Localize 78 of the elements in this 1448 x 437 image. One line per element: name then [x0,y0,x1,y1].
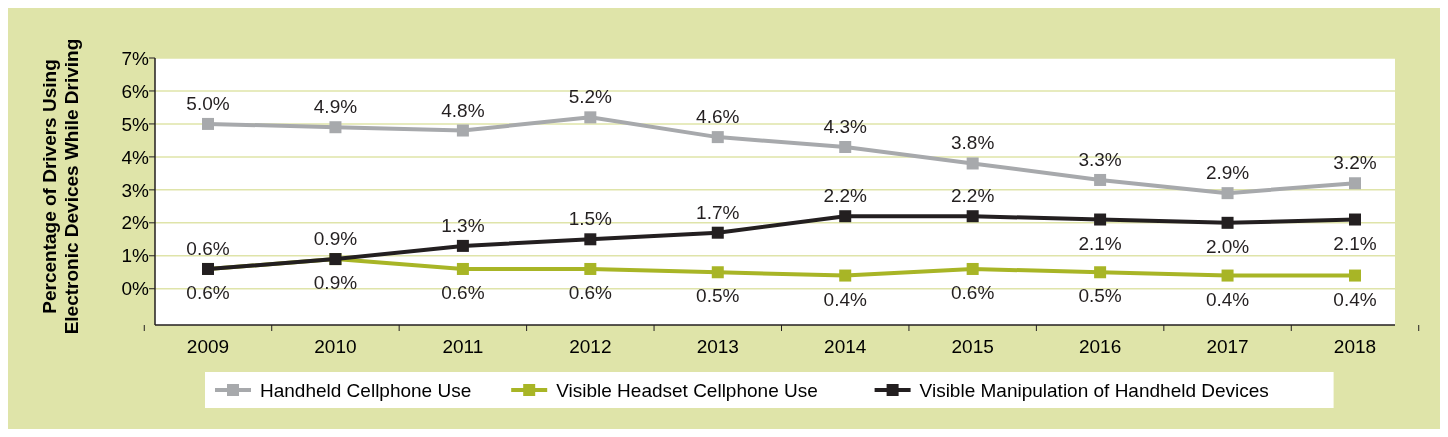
y-tick-label: 1% [121,245,150,267]
x-tick-label: 2016 [1078,336,1122,357]
data-label: 3.2% [1333,152,1377,174]
data-label: 1.7% [696,201,740,223]
point [711,131,724,144]
point [1349,177,1361,190]
data-label: 0.6% [186,281,230,303]
legend-label: Visible Headset Cellphone Use [556,379,818,401]
x-tick-label: 2012 [569,336,612,357]
data-label: 0.5% [696,285,740,307]
data-label: 0.4% [823,288,867,310]
data-label: 0.6% [568,281,613,303]
data-label: 0.6% [441,281,485,303]
point [1094,266,1107,279]
data-label: 0.9% [313,272,358,294]
data-label: 2.1% [1078,232,1122,254]
data-label: 2.2% [823,185,867,207]
point [456,262,469,275]
data-label: 4.6% [696,106,740,128]
point [456,239,469,252]
y-tick-label: 4% [121,146,150,168]
point [711,226,724,239]
data-label: 4.8% [441,99,485,121]
data-label: 3.3% [1078,148,1122,170]
x-tick-label: 2013 [696,336,739,357]
x-tick-label: 2014 [824,336,867,357]
x-tick-label: 2017 [1206,336,1249,357]
point [1094,173,1107,186]
x-tick-label: 2009 [186,336,230,357]
x-tick-label: 2015 [951,336,994,357]
data-label: 0.5% [1078,285,1122,307]
data-label: 2.9% [1205,162,1250,184]
point [966,210,979,223]
point [584,111,597,124]
y-tick-label: 0% [121,278,150,300]
point [584,262,597,275]
point [839,210,852,223]
point [966,262,979,275]
point [966,157,979,170]
point [839,269,852,282]
point [202,117,214,130]
data-label: 5.2% [568,86,613,108]
data-label: 1.3% [441,214,485,236]
data-label: 3.8% [951,132,995,154]
point [584,233,597,246]
data-label: 2.1% [1333,232,1377,254]
x-tick-label: 2010 [314,336,357,357]
point [1349,269,1361,282]
point [456,124,469,137]
point [839,141,852,153]
data-label: 0.6% [186,237,230,259]
point [1349,213,1361,226]
data-label: 2.2% [951,185,995,207]
data-label: 2.0% [1205,235,1250,257]
point [711,266,724,279]
data-label: 4.3% [823,116,867,137]
data-label: 1.5% [568,208,613,230]
x-tick-label: 2018 [1333,336,1377,357]
data-label: 0.4% [1333,288,1377,310]
data-label: 4.9% [313,96,358,118]
data-label: 0.6% [951,281,995,303]
y-tick-label: 3% [121,179,150,201]
y-tick-label: 7% [121,47,150,69]
legend-label: Handheld Cellphone Use [260,379,472,401]
point [329,121,342,134]
point [1221,187,1234,200]
point [1094,213,1107,226]
data-label: 0.4% [1205,288,1250,310]
y-tick-label: 6% [121,80,150,102]
data-label: 0.9% [313,228,358,250]
point [1221,269,1234,282]
data-label: 5.0% [186,92,230,114]
x-tick-label: 2011 [442,336,484,357]
legend-label: Visible Manipulation of Handheld Devices [919,379,1269,401]
y-axis-title: Percentage of Drivers Using Electronic Devices While Driving [39,38,82,335]
y-tick-label: 2% [121,212,150,234]
y-tick-label: 5% [121,113,150,135]
point [1221,216,1234,229]
